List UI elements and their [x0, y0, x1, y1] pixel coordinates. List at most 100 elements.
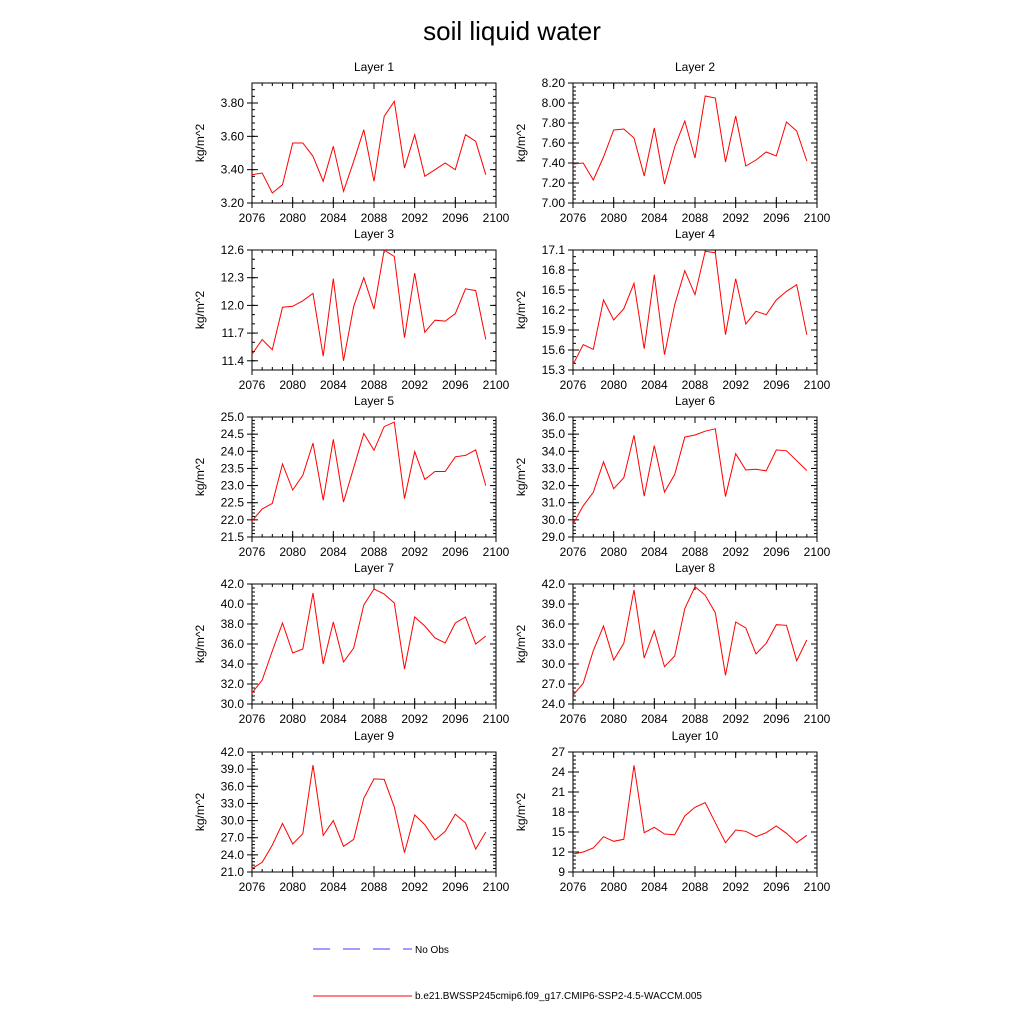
x-tick-label: 2076 — [560, 378, 587, 392]
x-tick-label: 2076 — [239, 880, 266, 894]
y-tick-label: 36.0 — [221, 779, 245, 793]
panel-title: Layer 5 — [354, 394, 394, 408]
legend: No Obs b.e21.BWSSP245cmip6.f09_g17.CMIP6… — [313, 945, 702, 1002]
x-tick-label: 2084 — [320, 378, 347, 392]
x-tick-label: 2080 — [600, 712, 627, 726]
y-tick-label: 30.0 — [542, 657, 566, 671]
y-tick-label: 33.0 — [542, 637, 566, 651]
y-axis-label: kg/m^2 — [193, 793, 207, 832]
x-tick-label: 2092 — [722, 545, 749, 559]
x-tick-label: 2076 — [239, 378, 266, 392]
y-tick-label: 3.80 — [221, 96, 245, 110]
x-tick-label: 2088 — [361, 545, 388, 559]
y-tick-label: 32.0 — [542, 479, 566, 493]
x-tick-label: 2096 — [442, 712, 469, 726]
series-line — [572, 95, 808, 185]
x-tick-label: 2076 — [560, 880, 587, 894]
x-tick-label: 2096 — [763, 880, 790, 894]
x-tick-label: 2092 — [722, 378, 749, 392]
panel-7: Layer 7 kg/m^2 2076 2080 2084 2088 2092 2096 210… — [193, 561, 510, 726]
y-axis-label: kg/m^2 — [514, 124, 528, 163]
plot-frame — [572, 249, 818, 371]
y-tick-label: 36.0 — [542, 617, 566, 631]
y-tick-label: 16.5 — [542, 283, 566, 297]
y-axis-label: kg/m^2 — [193, 124, 207, 163]
x-tick-label: 2100 — [804, 211, 831, 225]
x-tick-label: 2080 — [600, 211, 627, 225]
y-tick-label: 15 — [552, 825, 566, 839]
x-tick-label: 2100 — [804, 880, 831, 894]
y-tick-label: 15.6 — [542, 343, 566, 357]
y-axis-label: kg/m^2 — [514, 625, 528, 664]
panel-1: Layer 1 kg/m^2 2076 2080 2084 2088 2092 2096 210… — [193, 60, 510, 225]
panel-title: Layer 9 — [354, 729, 394, 743]
y-tick-label: 30.0 — [221, 697, 245, 711]
panel-4: Layer 4 kg/m^2 2076 2080 2084 2088 2092 2096 210… — [514, 227, 831, 392]
y-tick-label: 9 — [558, 865, 565, 879]
x-tick-label: 2084 — [320, 880, 347, 894]
y-tick-label: 40.0 — [221, 597, 245, 611]
series-line — [572, 765, 808, 855]
y-tick-label: 34.0 — [221, 657, 245, 671]
y-axis-label: kg/m^2 — [193, 458, 207, 497]
panel-5: Layer 5 kg/m^2 2076 2080 2084 2088 2092 2096 210… — [193, 394, 510, 559]
panel-title: Layer 3 — [354, 227, 394, 241]
x-tick-label: 2084 — [641, 545, 668, 559]
y-tick-label: 30.0 — [221, 814, 245, 828]
x-tick-label: 2092 — [722, 880, 749, 894]
y-tick-label: 12.0 — [221, 298, 245, 312]
panel-title: Layer 8 — [675, 561, 715, 575]
y-tick-label: 12.3 — [221, 271, 245, 285]
y-tick-label: 24.0 — [542, 697, 566, 711]
panel-title: Layer 10 — [672, 729, 719, 743]
y-tick-label: 18 — [552, 805, 566, 819]
chart-panels: Layer 1 kg/m^2 2076 2080 2084 2088 2092 2096 210… — [193, 60, 831, 894]
panel-6: Layer 6 kg/m^2 2076 2080 2084 2088 2092 2096 210… — [514, 394, 831, 559]
y-tick-label: 33.0 — [221, 796, 245, 810]
y-tick-label: 27.0 — [221, 831, 245, 845]
x-tick-label: 2080 — [600, 880, 627, 894]
y-tick-label: 16.8 — [542, 263, 566, 277]
panel-3: Layer 3 kg/m^2 2076 2080 2084 2088 2092 2096 210… — [193, 227, 510, 392]
panel-8: Layer 8 kg/m^2 2076 2080 2084 2088 2092 2096 210… — [514, 561, 831, 726]
x-tick-label: 2096 — [442, 378, 469, 392]
x-tick-label: 2088 — [682, 545, 709, 559]
y-tick-label: 21.0 — [221, 865, 245, 879]
x-tick-label: 2088 — [682, 712, 709, 726]
plot-frame — [251, 583, 497, 705]
y-tick-label: 3.20 — [221, 196, 245, 210]
x-tick-label: 2084 — [641, 880, 668, 894]
legend-model-label: b.e21.BWSSP245cmip6.f09_g17.CMIP6-SSP2-4… — [415, 991, 702, 1002]
x-tick-label: 2084 — [320, 545, 347, 559]
x-tick-label: 2084 — [641, 211, 668, 225]
x-tick-label: 2076 — [560, 712, 587, 726]
y-tick-label: 35.0 — [542, 427, 566, 441]
x-tick-label: 2080 — [279, 712, 306, 726]
x-tick-label: 2080 — [600, 545, 627, 559]
x-tick-label: 2092 — [401, 378, 428, 392]
x-tick-label: 2096 — [442, 211, 469, 225]
legend-obs-label: No Obs — [415, 945, 449, 956]
x-tick-label: 2084 — [641, 712, 668, 726]
panel-title: Layer 7 — [354, 561, 394, 575]
x-tick-label: 2100 — [483, 211, 510, 225]
y-tick-label: 7.60 — [542, 136, 566, 150]
series-line — [572, 585, 808, 696]
series-line — [572, 250, 808, 365]
y-tick-label: 24.0 — [221, 444, 245, 458]
y-tick-label: 39.0 — [221, 762, 245, 776]
y-tick-label: 42.0 — [221, 745, 245, 759]
y-tick-label: 7.40 — [542, 156, 566, 170]
y-tick-label: 42.0 — [221, 577, 245, 591]
y-axis-label: kg/m^2 — [193, 291, 207, 330]
x-tick-label: 2096 — [763, 378, 790, 392]
plot-frame — [251, 249, 497, 371]
y-axis-label: kg/m^2 — [514, 793, 528, 832]
y-tick-label: 21 — [552, 785, 566, 799]
x-tick-label: 2088 — [682, 378, 709, 392]
x-tick-label: 2092 — [722, 211, 749, 225]
y-tick-label: 24.5 — [221, 427, 245, 441]
y-tick-label: 31.0 — [542, 496, 566, 510]
y-axis-label: kg/m^2 — [193, 625, 207, 664]
x-tick-label: 2096 — [763, 211, 790, 225]
